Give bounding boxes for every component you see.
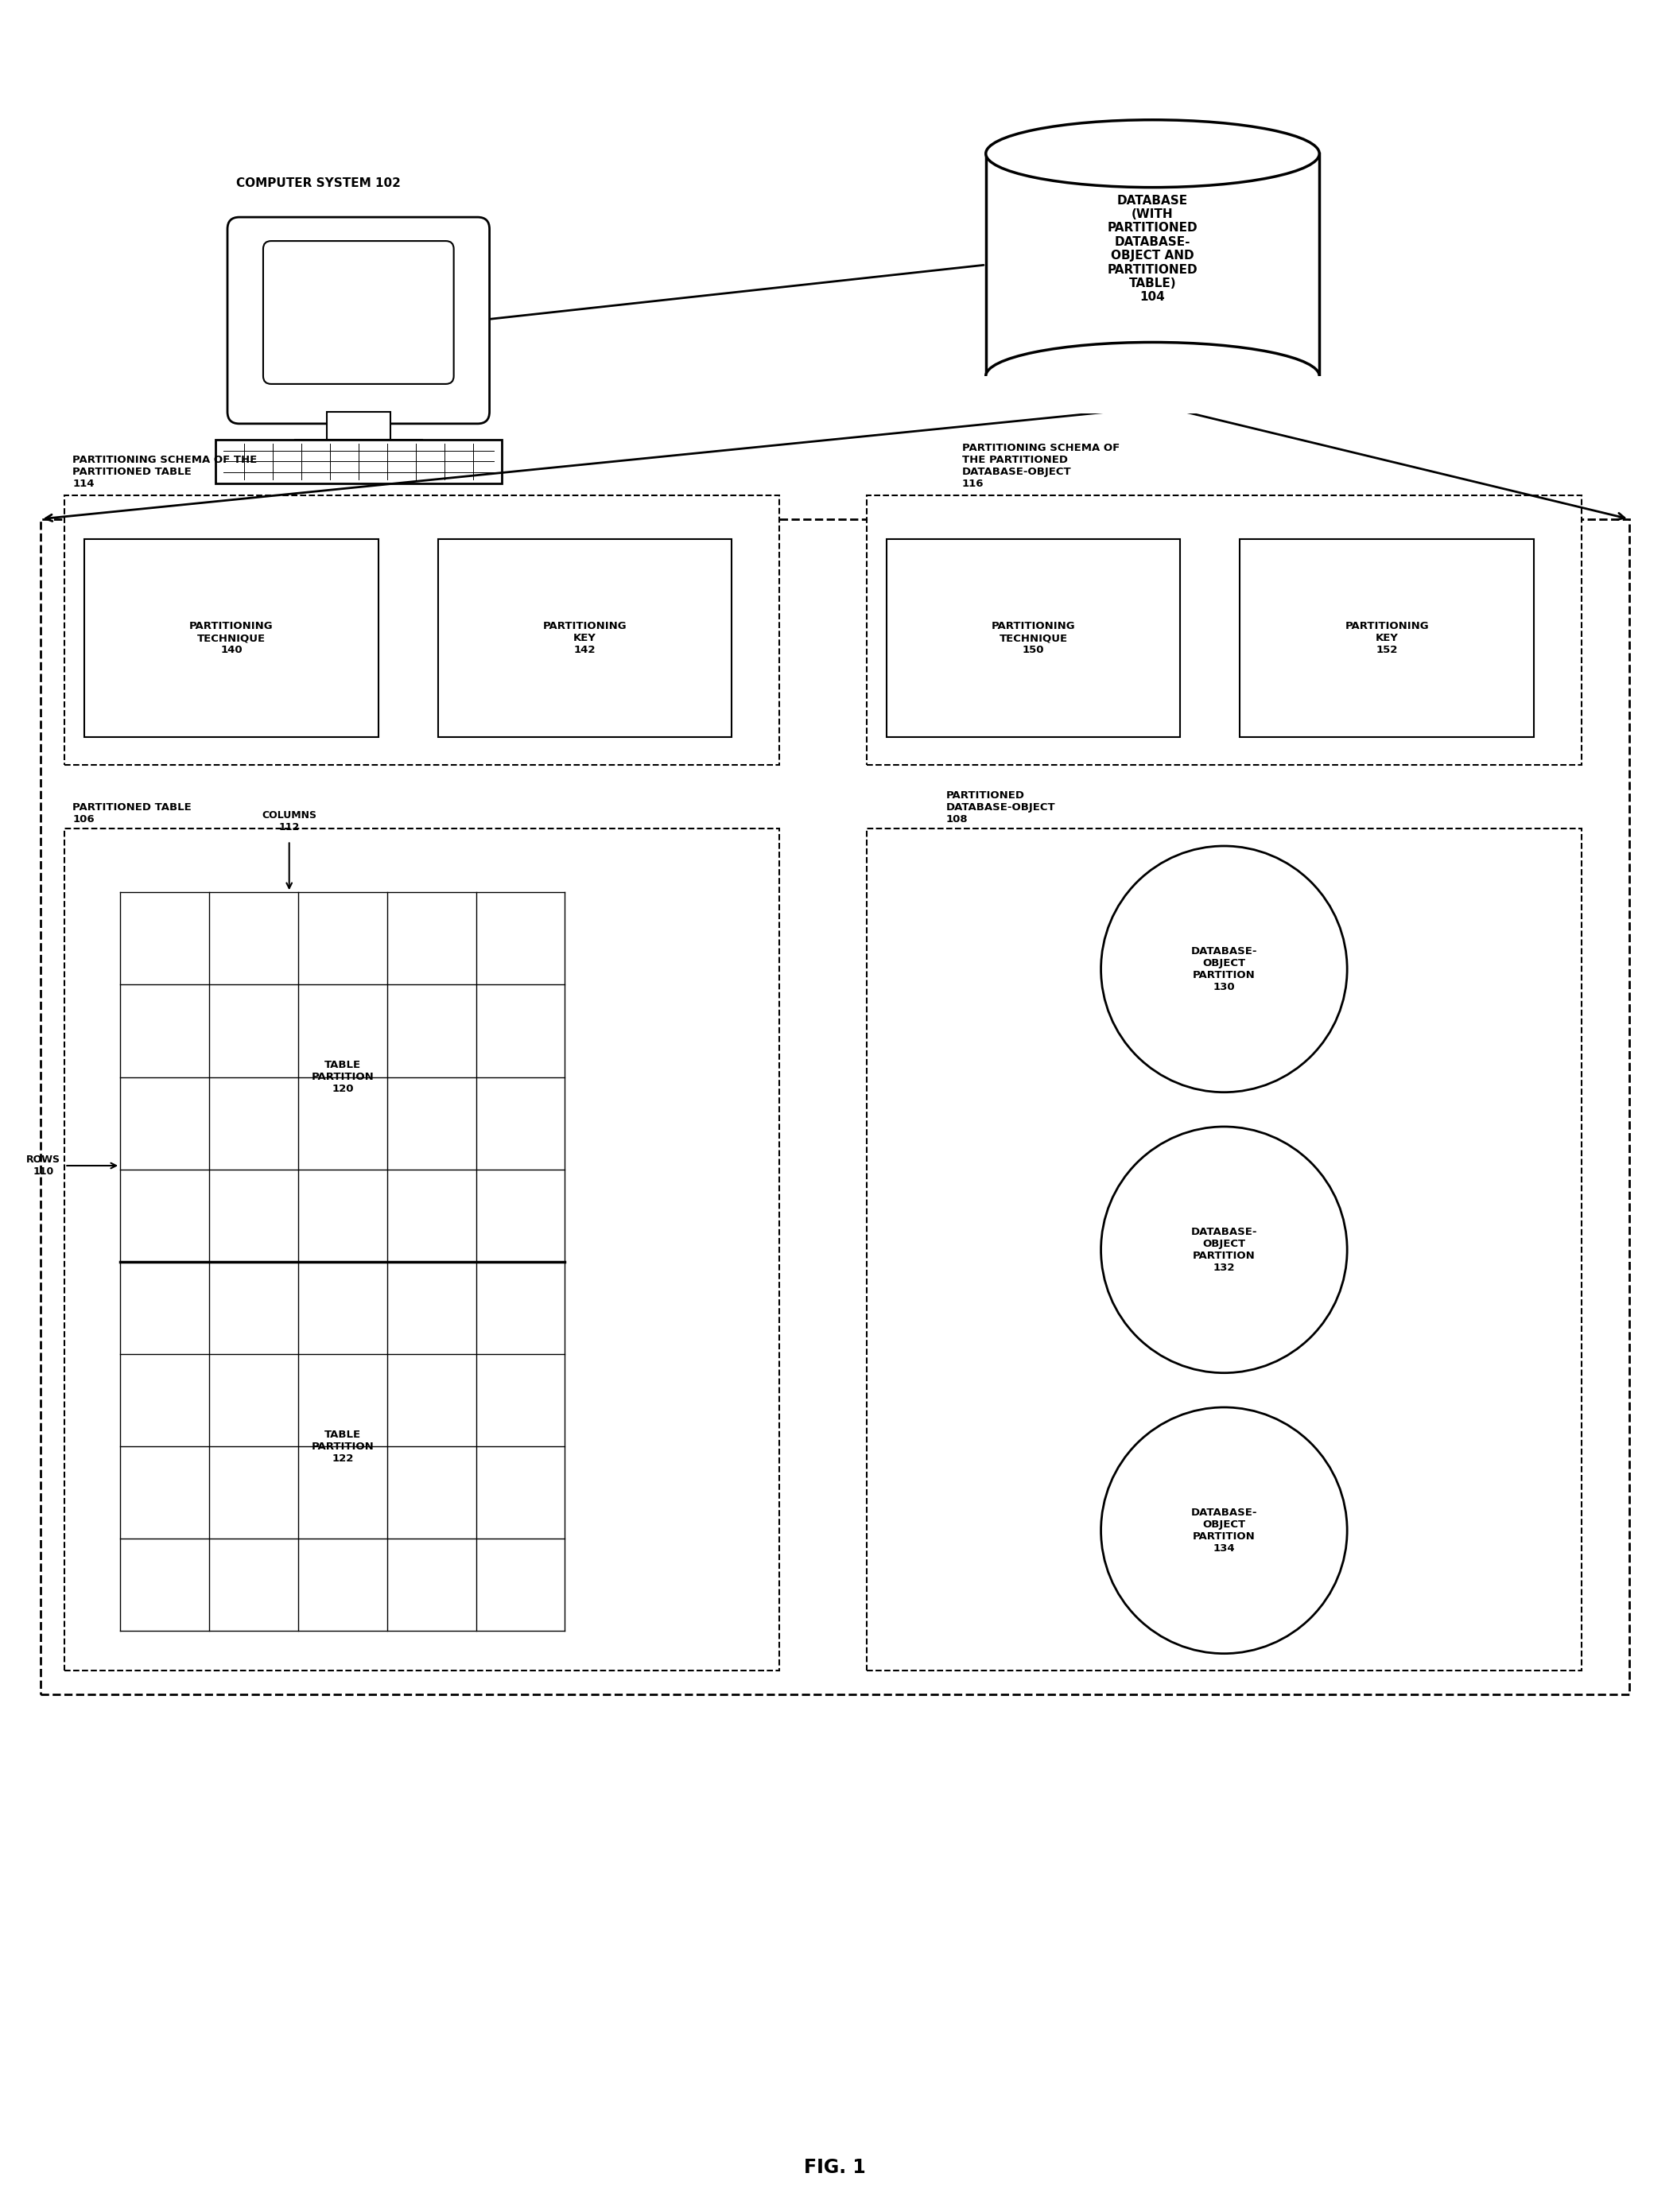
- Bar: [867, 830, 1581, 1670]
- Text: DATABASE-
OBJECT
PARTITION
132: DATABASE- OBJECT PARTITION 132: [1191, 1228, 1258, 1272]
- Text: DATABASE-
OBJECT
PARTITION
134: DATABASE- OBJECT PARTITION 134: [1191, 1506, 1258, 1553]
- Text: PARTITIONING SCHEMA OF THE
PARTITIONED TABLE
114: PARTITIONING SCHEMA OF THE PARTITIONED T…: [72, 456, 257, 489]
- Bar: [887, 540, 1181, 737]
- Bar: [1239, 540, 1534, 737]
- Bar: [216, 440, 501, 482]
- Bar: [65, 830, 780, 1670]
- Text: FIG. 1: FIG. 1: [803, 2157, 865, 2177]
- Text: DATABASE
(WITH
PARTITIONED
DATABASE-
OBJECT AND
PARTITIONED
TABLE)
104: DATABASE (WITH PARTITIONED DATABASE- OBJ…: [1107, 195, 1197, 303]
- Bar: [295, 440, 423, 456]
- Text: PARTITIONING
TECHNIQUE
150: PARTITIONING TECHNIQUE 150: [991, 622, 1075, 655]
- Text: PARTITIONED TABLE
106: PARTITIONED TABLE 106: [72, 803, 191, 825]
- Text: TABLE
PARTITION
120: TABLE PARTITION 120: [312, 1060, 374, 1095]
- Text: ROWS
110: ROWS 110: [27, 1155, 60, 1177]
- Circle shape: [1102, 1126, 1347, 1374]
- Bar: [986, 153, 1320, 376]
- Ellipse shape: [986, 119, 1320, 188]
- Circle shape: [1102, 845, 1347, 1093]
- Bar: [978, 376, 1327, 414]
- Text: TABLE
PARTITION
122: TABLE PARTITION 122: [312, 1429, 374, 1464]
- Bar: [40, 520, 1628, 1694]
- Bar: [327, 411, 391, 440]
- Text: DATABASE-
OBJECT
PARTITION
130: DATABASE- OBJECT PARTITION 130: [1191, 947, 1258, 993]
- Text: COMPUTER SYSTEM 102: COMPUTER SYSTEM 102: [236, 177, 401, 190]
- FancyBboxPatch shape: [263, 241, 454, 385]
- Text: PARTITIONING
KEY
152: PARTITIONING KEY 152: [1345, 622, 1429, 655]
- Text: PARTITIONED
DATABASE-OBJECT
108: PARTITIONED DATABASE-OBJECT 108: [946, 790, 1055, 825]
- Ellipse shape: [986, 343, 1320, 409]
- Bar: [84, 540, 379, 737]
- Text: PARTITIONING SCHEMA OF
THE PARTITIONED
DATABASE-OBJECT
116: PARTITIONING SCHEMA OF THE PARTITIONED D…: [963, 442, 1120, 489]
- Circle shape: [1102, 1407, 1347, 1655]
- Text: COLUMNS
112: COLUMNS 112: [262, 810, 317, 832]
- Bar: [867, 495, 1581, 765]
- Bar: [438, 540, 731, 737]
- FancyBboxPatch shape: [228, 217, 490, 425]
- Bar: [65, 495, 780, 765]
- Text: PARTITIONING
KEY
142: PARTITIONING KEY 142: [543, 622, 627, 655]
- Text: PARTITIONING
TECHNIQUE
140: PARTITIONING TECHNIQUE 140: [190, 622, 273, 655]
